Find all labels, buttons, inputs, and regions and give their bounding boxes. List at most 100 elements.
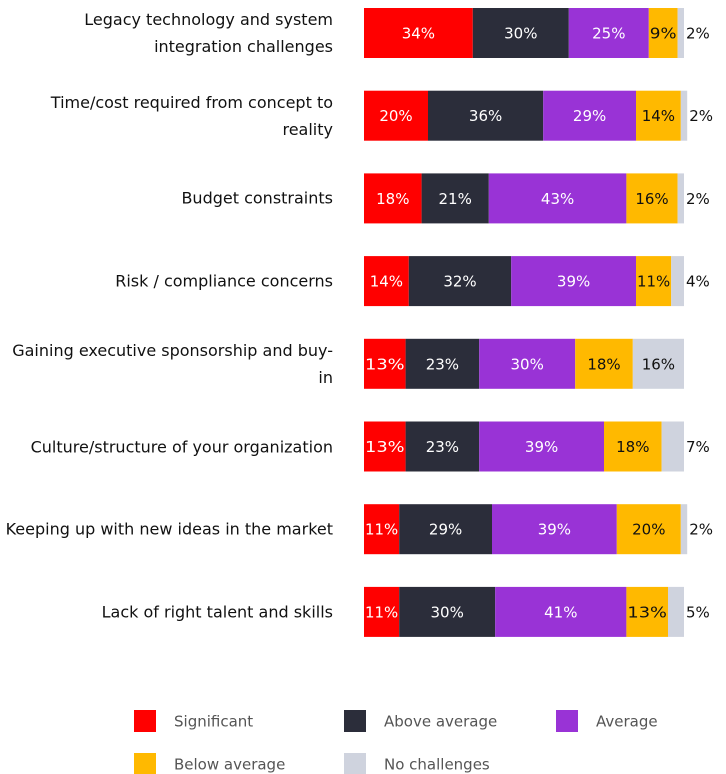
bar-segment bbox=[488, 173, 627, 224]
value-label: 30% bbox=[431, 603, 464, 621]
value-label: 18% bbox=[587, 355, 620, 373]
bar-segment bbox=[479, 338, 576, 389]
value-label: 18% bbox=[376, 190, 409, 208]
value-label: 23% bbox=[426, 438, 459, 456]
bar-segment bbox=[364, 173, 422, 224]
bar-segment bbox=[364, 338, 406, 389]
category-label: Legacy technology and system integration… bbox=[84, 10, 333, 56]
value-label: 2% bbox=[686, 190, 710, 208]
value-label: 14% bbox=[370, 273, 403, 291]
bar-segment bbox=[399, 504, 492, 555]
bar-segment bbox=[636, 256, 672, 307]
bar-segment bbox=[492, 504, 617, 555]
value-label: 21% bbox=[439, 190, 472, 208]
legend-swatch bbox=[134, 753, 156, 774]
bar-segment bbox=[405, 338, 480, 389]
value-label: 20% bbox=[379, 107, 412, 125]
value-label: 7% bbox=[686, 438, 710, 456]
category-label: Lack of right talent and skills bbox=[101, 602, 333, 622]
legend-label: Average bbox=[596, 713, 658, 731]
category-label: Risk / compliance concerns bbox=[115, 271, 333, 291]
value-label: 11% bbox=[365, 521, 398, 539]
bar-segment bbox=[543, 90, 636, 141]
bar-segment bbox=[680, 504, 688, 555]
bar-segment bbox=[680, 90, 688, 141]
value-label: 13% bbox=[627, 603, 667, 621]
value-label: 16% bbox=[635, 190, 668, 208]
value-label: 2% bbox=[689, 521, 713, 539]
bar-segment bbox=[677, 173, 684, 224]
category-label: Culture/structure of your organization bbox=[30, 437, 333, 456]
value-label: 11% bbox=[365, 603, 398, 621]
value-label: 32% bbox=[443, 273, 476, 291]
bar-segment bbox=[671, 256, 684, 307]
bar-segment bbox=[677, 8, 684, 58]
bar-segment bbox=[364, 421, 406, 472]
value-label: 4% bbox=[686, 273, 710, 291]
value-label: 20% bbox=[632, 521, 665, 539]
category-label: Gaining executive sponsorship and buy-in bbox=[12, 340, 333, 387]
value-label: 39% bbox=[538, 521, 571, 539]
value-label: 36% bbox=[469, 107, 502, 125]
bar-segment bbox=[604, 421, 662, 472]
bar-segment bbox=[632, 338, 684, 389]
bar-segment bbox=[364, 90, 428, 141]
bar-segment bbox=[575, 338, 633, 389]
legend-swatch bbox=[344, 753, 366, 774]
legend-swatch bbox=[344, 710, 366, 732]
value-label: 29% bbox=[429, 521, 462, 539]
bar-segment bbox=[661, 421, 684, 472]
value-label: 14% bbox=[642, 107, 675, 125]
bar-segment bbox=[405, 421, 480, 472]
value-label: 13% bbox=[365, 355, 405, 373]
bar-segment bbox=[668, 586, 684, 637]
category-label: Budget constraints bbox=[181, 188, 333, 208]
value-label: 23% bbox=[426, 355, 459, 373]
legend-label: No challenges bbox=[384, 756, 490, 774]
value-label: 5% bbox=[686, 603, 710, 621]
category-label: Time/cost required from concept to reali… bbox=[50, 92, 333, 139]
value-label: 25% bbox=[592, 25, 625, 43]
bar-segment bbox=[364, 8, 473, 58]
value-label: 13% bbox=[365, 438, 405, 456]
bar-segment bbox=[495, 586, 627, 637]
bar-segment bbox=[511, 256, 636, 307]
bar-segment bbox=[399, 586, 496, 637]
legend-label: Below average bbox=[174, 756, 285, 774]
bar-segment bbox=[428, 90, 544, 141]
value-label: 2% bbox=[686, 25, 710, 43]
bar-segment bbox=[648, 8, 678, 58]
bar-segment bbox=[636, 90, 681, 141]
value-label: 34% bbox=[402, 25, 435, 43]
value-label: 39% bbox=[557, 273, 590, 291]
value-label: 16% bbox=[642, 355, 675, 373]
bar-segment bbox=[626, 586, 668, 637]
bar-segment bbox=[479, 421, 604, 472]
value-label: 30% bbox=[511, 355, 544, 373]
value-label: 29% bbox=[573, 107, 606, 125]
legend-label: Significant bbox=[174, 713, 253, 731]
value-label: 30% bbox=[504, 25, 537, 43]
bar-segment bbox=[626, 173, 678, 224]
bar-segment bbox=[421, 173, 489, 224]
value-label: 11% bbox=[637, 273, 670, 291]
category-label: Keeping up with new ideas in the market bbox=[5, 519, 333, 539]
bar-segment bbox=[364, 256, 409, 307]
value-label: 2% bbox=[689, 107, 713, 125]
value-label: 39% bbox=[525, 438, 558, 456]
bar-segment bbox=[364, 504, 400, 555]
value-label: 9% bbox=[650, 25, 677, 43]
value-label: 18% bbox=[616, 438, 649, 456]
bar-segment bbox=[616, 504, 681, 555]
legend-swatch bbox=[556, 710, 578, 732]
legend-swatch bbox=[134, 710, 156, 732]
bar-segment bbox=[568, 8, 649, 58]
bar-segment bbox=[408, 256, 512, 307]
value-label: 43% bbox=[541, 190, 574, 208]
legend-label: Above average bbox=[384, 713, 497, 731]
value-label: 41% bbox=[544, 603, 577, 621]
bar-segment bbox=[364, 586, 400, 637]
bar-segment bbox=[472, 8, 569, 58]
